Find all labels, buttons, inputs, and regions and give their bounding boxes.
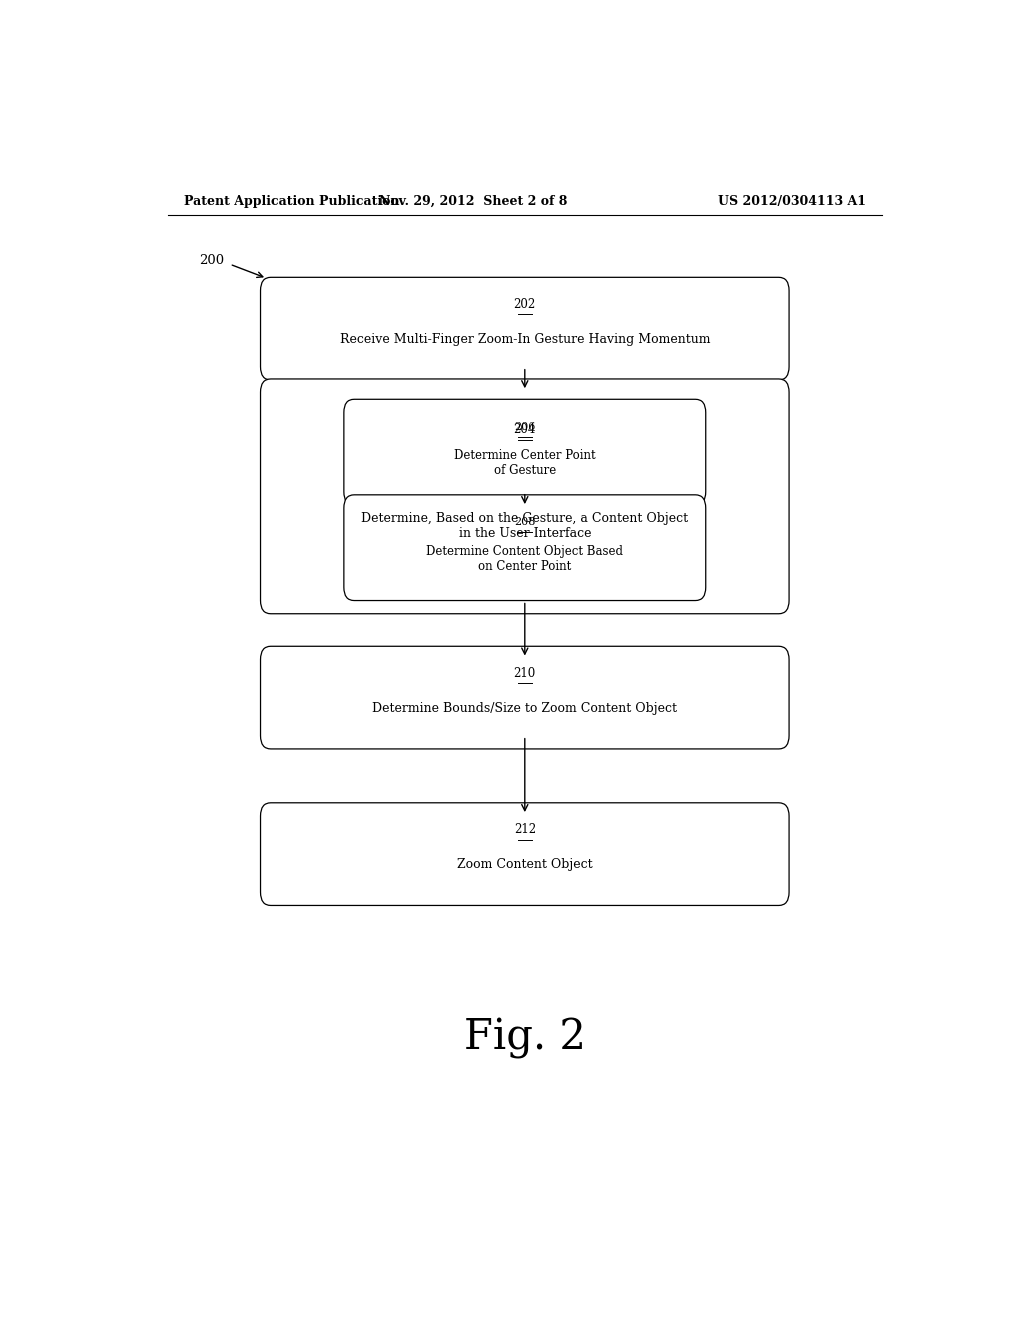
Text: Receive Multi-Finger Zoom-In Gesture Having Momentum: Receive Multi-Finger Zoom-In Gesture Hav… xyxy=(340,333,710,346)
FancyBboxPatch shape xyxy=(344,495,706,601)
Text: Patent Application Publication: Patent Application Publication xyxy=(183,194,399,207)
Text: Determine, Based on the Gesture, a Content Object
in the User Interface: Determine, Based on the Gesture, a Conte… xyxy=(361,512,688,540)
Text: Determine Bounds/Size to Zoom Content Object: Determine Bounds/Size to Zoom Content Ob… xyxy=(373,702,677,714)
Text: 208: 208 xyxy=(514,517,536,527)
Text: 206: 206 xyxy=(514,422,536,432)
Text: Fig. 2: Fig. 2 xyxy=(464,1016,586,1059)
FancyBboxPatch shape xyxy=(260,379,790,614)
Text: Determine Center Point
of Gesture: Determine Center Point of Gesture xyxy=(454,449,596,478)
Text: US 2012/0304113 A1: US 2012/0304113 A1 xyxy=(718,194,866,207)
Text: Zoom Content Object: Zoom Content Object xyxy=(457,858,593,871)
FancyBboxPatch shape xyxy=(260,803,790,906)
FancyBboxPatch shape xyxy=(344,399,706,506)
Text: 204: 204 xyxy=(514,424,536,436)
FancyBboxPatch shape xyxy=(260,647,790,748)
FancyBboxPatch shape xyxy=(260,277,790,380)
Text: Determine Content Object Based
on Center Point: Determine Content Object Based on Center… xyxy=(426,545,624,573)
Text: 210: 210 xyxy=(514,667,536,680)
Text: 212: 212 xyxy=(514,824,536,837)
Text: Nov. 29, 2012  Sheet 2 of 8: Nov. 29, 2012 Sheet 2 of 8 xyxy=(379,194,567,207)
Text: 200: 200 xyxy=(200,253,224,267)
Text: 202: 202 xyxy=(514,298,536,310)
